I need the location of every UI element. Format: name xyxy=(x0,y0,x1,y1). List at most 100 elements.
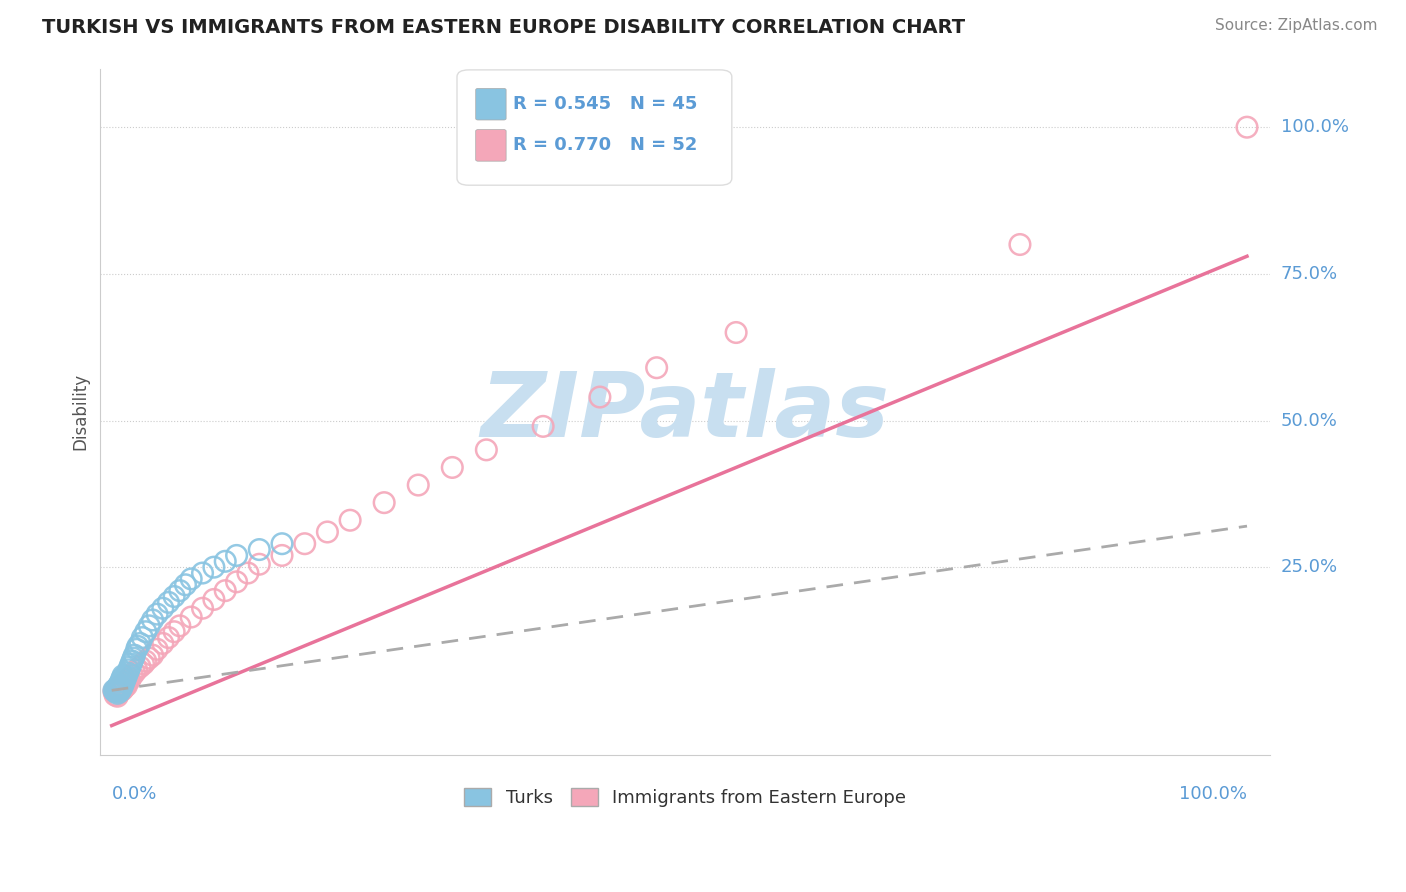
Point xyxy=(120,657,142,671)
Point xyxy=(138,619,160,633)
FancyBboxPatch shape xyxy=(457,70,731,186)
Point xyxy=(129,660,152,674)
Point xyxy=(169,619,191,633)
Point xyxy=(146,607,169,621)
Point xyxy=(105,682,128,697)
Point xyxy=(157,631,180,645)
Point xyxy=(180,572,202,586)
Point xyxy=(104,684,127,698)
Point xyxy=(114,672,136,686)
Point xyxy=(152,601,174,615)
Point xyxy=(191,601,214,615)
Point xyxy=(531,419,554,434)
Point xyxy=(104,688,127,702)
Point xyxy=(125,663,148,677)
Point xyxy=(180,610,202,624)
Point xyxy=(121,654,143,668)
Point xyxy=(191,566,214,580)
Point xyxy=(112,681,135,695)
Point xyxy=(152,636,174,650)
Point xyxy=(129,636,152,650)
Legend: Turks, Immigrants from Eastern Europe: Turks, Immigrants from Eastern Europe xyxy=(457,780,914,814)
Text: R = 0.770   N = 52: R = 0.770 N = 52 xyxy=(513,136,697,154)
Text: 75.0%: 75.0% xyxy=(1281,265,1339,283)
Point xyxy=(117,665,139,680)
Point xyxy=(271,549,294,563)
Text: R = 0.545   N = 45: R = 0.545 N = 45 xyxy=(513,95,697,112)
Point xyxy=(117,674,139,689)
Point xyxy=(105,682,128,697)
Text: 50.0%: 50.0% xyxy=(1281,411,1337,430)
Point xyxy=(174,578,197,592)
Point xyxy=(132,657,155,671)
Point xyxy=(247,558,270,572)
Point xyxy=(163,624,186,639)
Point xyxy=(475,442,498,457)
Point xyxy=(146,642,169,657)
Text: 100.0%: 100.0% xyxy=(1180,786,1247,804)
Text: 25.0%: 25.0% xyxy=(1281,558,1339,576)
Point xyxy=(225,574,247,589)
Point xyxy=(441,460,464,475)
Point xyxy=(107,679,129,693)
Point xyxy=(373,496,395,510)
Point xyxy=(111,672,134,686)
Point xyxy=(108,677,131,691)
Point xyxy=(271,537,294,551)
Point xyxy=(142,613,165,627)
Point xyxy=(124,648,146,662)
Point xyxy=(135,624,157,639)
Point xyxy=(131,631,153,645)
Point xyxy=(112,677,135,691)
Point xyxy=(107,683,129,698)
Point xyxy=(107,686,129,700)
Point xyxy=(138,651,160,665)
Point xyxy=(169,583,191,598)
Text: Source: ZipAtlas.com: Source: ZipAtlas.com xyxy=(1215,18,1378,33)
Point xyxy=(110,674,132,689)
Point xyxy=(294,537,316,551)
Point xyxy=(725,326,748,340)
Point xyxy=(214,583,236,598)
Point xyxy=(124,665,146,680)
Point xyxy=(108,684,131,698)
Point xyxy=(103,684,125,698)
Point xyxy=(214,554,236,568)
Point xyxy=(645,360,668,375)
Point xyxy=(105,686,128,700)
Point xyxy=(108,684,131,698)
Point xyxy=(316,524,339,539)
Point xyxy=(406,478,429,492)
Point xyxy=(121,669,143,683)
Point xyxy=(110,679,132,693)
Point xyxy=(163,590,186,604)
Point xyxy=(108,681,131,695)
Point xyxy=(118,672,141,686)
Text: ZIPatlas: ZIPatlas xyxy=(481,368,890,456)
Point xyxy=(1008,237,1031,252)
Point xyxy=(115,679,138,693)
Point xyxy=(339,513,361,527)
FancyBboxPatch shape xyxy=(475,129,506,161)
Point xyxy=(1236,120,1258,135)
Point xyxy=(589,390,612,404)
Point xyxy=(112,682,135,697)
Point xyxy=(247,542,270,557)
Point xyxy=(157,595,180,609)
Point xyxy=(135,654,157,668)
Point xyxy=(112,669,135,683)
Point xyxy=(115,669,138,683)
Point xyxy=(112,674,135,689)
Text: TURKISH VS IMMIGRANTS FROM EASTERN EUROPE DISABILITY CORRELATION CHART: TURKISH VS IMMIGRANTS FROM EASTERN EUROP… xyxy=(42,18,966,37)
Point xyxy=(202,560,225,574)
Point xyxy=(105,681,128,695)
Point xyxy=(105,683,128,698)
Text: 100.0%: 100.0% xyxy=(1281,118,1348,136)
Point xyxy=(114,676,136,690)
Point xyxy=(122,651,145,665)
Y-axis label: Disability: Disability xyxy=(72,373,89,450)
Point xyxy=(202,592,225,607)
Point xyxy=(103,683,125,698)
Point xyxy=(110,682,132,697)
FancyBboxPatch shape xyxy=(475,88,506,120)
